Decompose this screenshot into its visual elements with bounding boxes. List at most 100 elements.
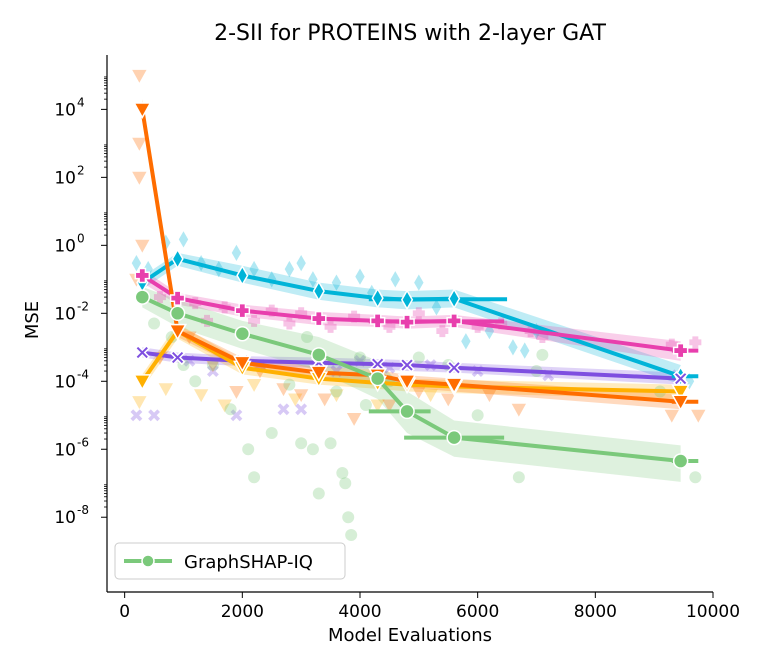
- series-5-scatter-point: [370, 399, 385, 413]
- x-tick-label: 10000: [686, 602, 740, 622]
- series-2-marker: [369, 313, 386, 329]
- series-4-marker: [309, 365, 329, 383]
- series-1-scatter-point: [308, 271, 318, 288]
- series-1-scatter-point: [461, 333, 471, 350]
- series-0-scatter-point: [342, 511, 355, 524]
- legend-entry-graphshap-iq: GraphSHAP-IQ: [184, 552, 313, 573]
- series-0-scatter-point: [283, 378, 296, 391]
- x-tick-label: 8000: [574, 602, 617, 622]
- series-1-scatter-point: [296, 254, 306, 272]
- series-4-marker: [132, 102, 152, 119]
- series-4-marker: [397, 374, 417, 391]
- series-0-marker: [169, 305, 186, 322]
- series-1-scatter-point: [431, 299, 442, 316]
- series-2-scatter-point: [265, 304, 278, 317]
- series-3-scatter-point: [230, 409, 243, 422]
- y-tick-exponent: 0: [77, 231, 85, 245]
- y-tick-exponent: -2: [77, 299, 89, 313]
- y-tick-exponent: -6: [77, 435, 89, 449]
- series-5-scatter-point: [423, 389, 438, 403]
- series-5-scatter-point: [158, 383, 174, 397]
- x-tick-label: 2000: [221, 602, 264, 622]
- series-2-marker: [399, 314, 415, 330]
- series-4-scatter-point: [664, 409, 679, 423]
- series-3-scatter-point: [277, 403, 290, 416]
- series-2-scatter-point: [348, 310, 361, 323]
- y-tick-exponent: 4: [77, 95, 85, 109]
- y-tick-exponent: -4: [77, 367, 89, 381]
- y-tick-label: 10: [54, 440, 76, 460]
- series-0-marker: [234, 326, 251, 342]
- y-tick-label: 10: [54, 236, 76, 256]
- series-2-scatter-point: [324, 320, 337, 333]
- series-0-scatter-point: [345, 528, 358, 541]
- series-5-scatter-point: [329, 389, 344, 403]
- confidence-bands: [142, 99, 681, 482]
- series-4-scatter-point: [346, 412, 362, 426]
- series-0-scatter-point: [330, 385, 343, 398]
- x-tick-label: 0: [119, 602, 130, 622]
- series-4-marker: [671, 394, 690, 412]
- series-0-marker: [369, 370, 386, 387]
- series-0-scatter-point: [359, 399, 372, 412]
- series-0-marker: [399, 403, 415, 420]
- series-2-scatter-point: [283, 317, 296, 330]
- series-5-marker: [132, 374, 152, 391]
- series-0-marker: [134, 289, 151, 305]
- series-3-scatter-point: [148, 409, 161, 422]
- series-0-marker: [446, 429, 462, 446]
- series-4-scatter-point: [132, 69, 147, 83]
- series-5-marker: [671, 384, 690, 402]
- series-1-scatter-point: [355, 268, 365, 285]
- series-3-marker: [399, 357, 415, 373]
- series-4-scatter-point: [511, 403, 527, 417]
- series-0-scatter-point: [471, 409, 484, 422]
- series-1-marker: [371, 287, 384, 309]
- series-0-scatter-point: [306, 443, 319, 456]
- series-4-scatter-point: [293, 389, 309, 403]
- series-1-marker: [448, 288, 461, 310]
- series-0-scatter-point: [339, 477, 352, 490]
- series-2-scatter-point: [248, 314, 261, 327]
- series-1-scatter-point: [508, 339, 518, 356]
- series-0-scatter-point: [536, 348, 549, 361]
- series-4-scatter-point: [441, 393, 456, 407]
- series-4-line: [140, 109, 681, 404]
- series-1-marker: [400, 289, 414, 311]
- series-5-scatter-point: [288, 393, 303, 407]
- series-0-scatter-point: [324, 437, 337, 450]
- series-1-scatter-point: [284, 260, 295, 278]
- series-0-scatter-point: [353, 351, 366, 364]
- y-tick-label: 10: [54, 508, 76, 528]
- series-1-marker: [171, 248, 184, 270]
- series-0-scatter-point: [301, 331, 314, 344]
- series-0-scatter-point: [265, 427, 278, 440]
- series-0-scatter-point: [295, 437, 308, 450]
- series-5-scatter-point: [193, 389, 209, 403]
- series-5-scatter-point: [217, 399, 232, 413]
- series-4-scatter-point: [135, 239, 150, 253]
- series-1-marker: [236, 264, 249, 287]
- series-0-scatter-point: [689, 471, 702, 484]
- series-0-marker: [672, 453, 689, 469]
- series-3-line: [142, 350, 681, 381]
- series-0-scatter-point: [224, 403, 237, 416]
- x-tick-label: 6000: [456, 602, 499, 622]
- legend-box: [114, 542, 346, 580]
- series-0-scatter-point: [312, 487, 325, 500]
- series-1-scatter-point: [131, 254, 142, 272]
- series-0-scatter-point: [248, 471, 261, 484]
- series-4-marker: [168, 323, 187, 341]
- series-1-marker: [312, 280, 325, 302]
- series-4-marker: [232, 355, 252, 373]
- series-0-scatter-point: [412, 351, 425, 364]
- series-4-marker: [444, 377, 464, 395]
- series-1-confidence-band: [142, 252, 681, 385]
- series-2-confidence-band: [142, 269, 681, 361]
- legend-marker: [141, 554, 155, 568]
- series-4-scatter-point: [276, 383, 291, 397]
- series-2-scatter-point: [689, 336, 702, 349]
- series-markers: [132, 102, 690, 469]
